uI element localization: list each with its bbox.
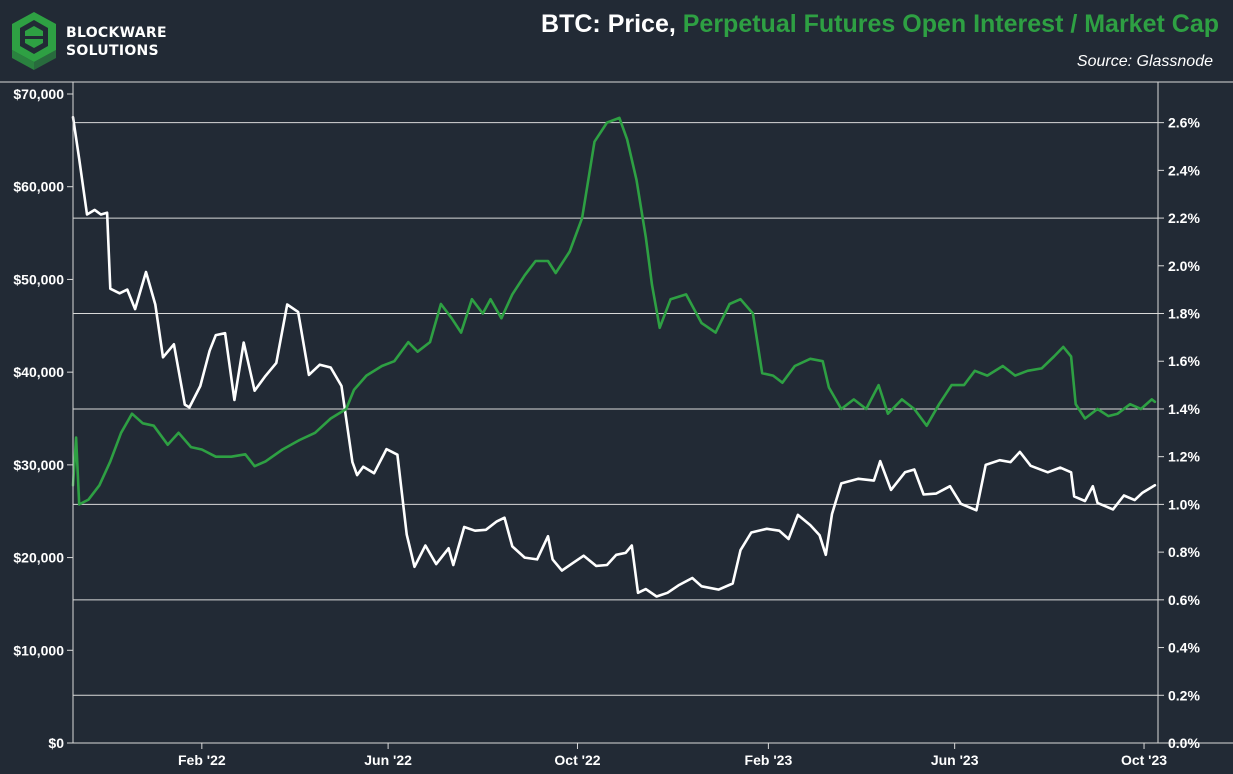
y-left-tick-label: $0	[48, 735, 64, 751]
x-tick-label: Feb '22	[178, 752, 226, 768]
y-right-tick-label: 2.4%	[1168, 162, 1200, 178]
title-price: BTC: Price,	[541, 10, 683, 38]
chart-source: Source: Glassnode	[1076, 53, 1213, 70]
y-right-tick-label: 0.8%	[1168, 544, 1200, 560]
blockware-hexagon-logo-icon	[12, 12, 56, 70]
y-right-tick-label: 2.6%	[1168, 115, 1200, 131]
title-ratio: Perpetual Futures Open Interest / Market…	[682, 10, 1219, 38]
y-right-tick-label: 1.6%	[1168, 353, 1200, 369]
y-left-tick-label: $70,000	[13, 86, 64, 102]
y-left-tick-label: $50,000	[13, 271, 64, 287]
brand-line1: BLOCKWARE	[66, 25, 167, 41]
chart-title: BTC: Price, Perpetual Futures Open Inter…	[541, 10, 1219, 39]
y-right-tick-label: 1.4%	[1168, 401, 1200, 417]
x-tick-label: Jun '23	[931, 752, 979, 768]
y-right-tick-label: 0.4%	[1168, 640, 1200, 656]
brand-line2: SOLUTIONS	[66, 43, 159, 59]
y-right-tick-label: 0.0%	[1168, 735, 1200, 751]
y-right-tick-label: 0.6%	[1168, 592, 1200, 608]
y-right-tick-label: 0.2%	[1168, 687, 1200, 703]
y-right-tick-label: 2.0%	[1168, 258, 1200, 274]
y-right-tick-label: 1.2%	[1168, 449, 1200, 465]
oi-market-cap-line	[71, 116, 1157, 506]
x-tick-label: Oct '23	[1121, 752, 1167, 768]
y-right-tick-label: 1.8%	[1168, 306, 1200, 322]
btc-price-line	[71, 115, 1157, 598]
y-right-tick-label: 2.2%	[1168, 210, 1200, 226]
y-left-tick-label: $40,000	[13, 364, 64, 380]
y-left-tick-label: $30,000	[13, 457, 64, 473]
x-tick-label: Oct '22	[554, 752, 600, 768]
x-tick-label: Jun '22	[364, 752, 412, 768]
brand-logo: BLOCKWARE SOLUTIONS	[8, 10, 168, 72]
y-right-tick-label: 1.0%	[1168, 496, 1200, 512]
y-left-tick-label: $60,000	[13, 179, 64, 195]
y-left-tick-label: $10,000	[13, 642, 64, 658]
x-tick-label: Feb '23	[745, 752, 793, 768]
y-left-tick-label: $20,000	[13, 550, 64, 566]
